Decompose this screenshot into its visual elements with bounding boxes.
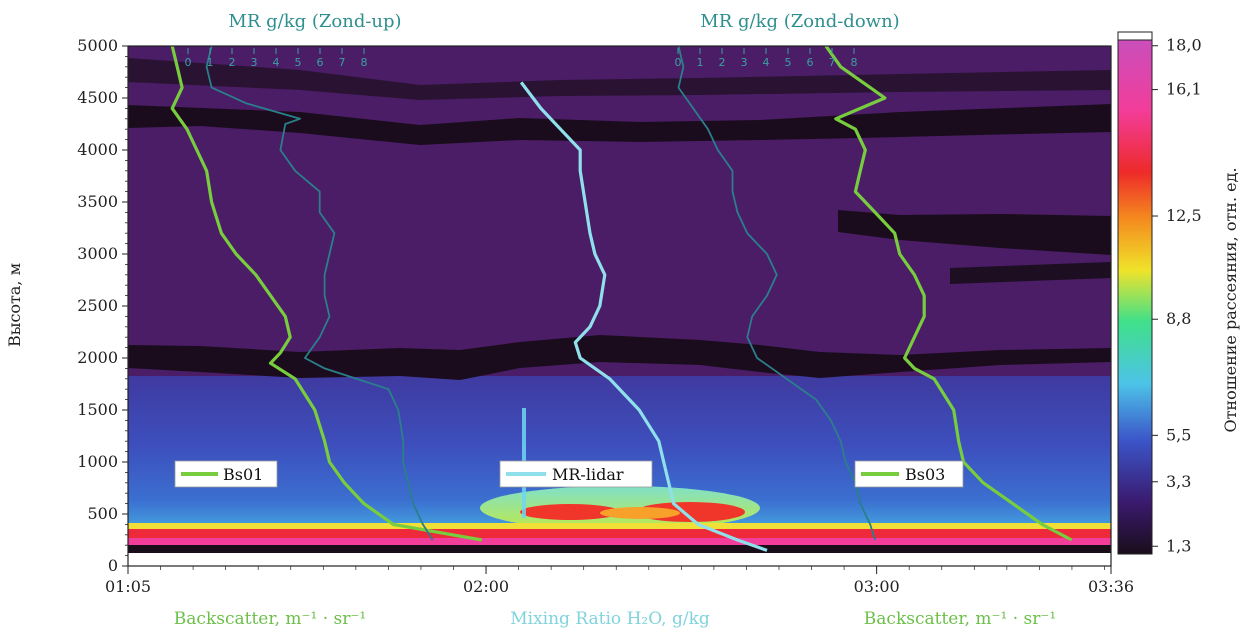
colorbar-top-cap xyxy=(1117,31,1153,41)
mr-sub-tick-label: 1 xyxy=(207,56,214,69)
ground-layer-dark xyxy=(128,545,1111,553)
bottom-label-backscatter-right: Backscatter, m⁻¹ · sr⁻¹ xyxy=(864,609,1056,629)
colorbar-tick-label: 3,3 xyxy=(1166,472,1191,491)
colorbar-tick-label: 16,1 xyxy=(1166,80,1202,99)
colorbar-title: Отношение рассеяния, отн. ед. xyxy=(1221,167,1240,432)
dark-band-3200m xyxy=(838,210,1111,255)
series-line-mr-lidar xyxy=(519,81,768,552)
series-line-zond-up xyxy=(205,46,434,541)
bottom-label-mixing-ratio: Mixing Ratio H₂O, g/kg xyxy=(510,609,710,629)
heatmap-field xyxy=(128,46,1111,553)
ground-layer-pink xyxy=(128,538,1111,545)
y-tick-label: 0 xyxy=(108,556,118,575)
bottom-label-backscatter-left: Backscatter, m⁻¹ · sr⁻¹ xyxy=(174,609,366,629)
upper-atmosphere-region xyxy=(128,46,1111,376)
y-tick-label: 2500 xyxy=(77,296,118,315)
dark-band-4600m xyxy=(128,58,1111,100)
mr-sub-tick-label: 1 xyxy=(697,56,704,69)
dark-band-4300m xyxy=(128,104,1111,145)
dark-band-2000m xyxy=(128,335,1111,380)
mr-sub-tick-label: 3 xyxy=(251,56,258,69)
colorbar-tick-label: 5,5 xyxy=(1166,425,1191,444)
mr-sub-tick-label: 5 xyxy=(295,56,302,69)
mr-sub-tick-label: 6 xyxy=(807,56,814,69)
legend-mr-lidar-label: MR-lidar xyxy=(552,465,624,484)
mr-sub-tick-label: 0 xyxy=(675,56,682,69)
series-line-zond-down xyxy=(677,46,876,541)
mr-sub-tick-label: 3 xyxy=(741,56,748,69)
colorbar-gradient xyxy=(1117,37,1153,555)
dark-band-2800m xyxy=(950,262,1111,284)
ground-layer-red xyxy=(128,529,1111,538)
ground-layer-yellow xyxy=(128,523,1111,529)
x-tick-label: 03:00 xyxy=(854,577,900,596)
y-tick-label: 4000 xyxy=(77,140,118,159)
aerosol-layer-orange xyxy=(600,507,680,519)
y-tick-label: 1000 xyxy=(77,452,118,471)
top-label-zond-down: MR g/kg (Zond-down) xyxy=(700,11,899,32)
aerosol-layer-red-a xyxy=(520,504,620,520)
mr-sub-ticks: 0 1 2 3 4 5 6 7 8 0 1 2 3 4 5 6 7 8 xyxy=(185,48,858,69)
x-tick-label: 01:05 xyxy=(105,577,151,596)
mr-sub-tick-label: 2 xyxy=(719,56,726,69)
y-tick-label: 3500 xyxy=(77,192,118,211)
colorbar: 1,3 3,3 5,5 8,8 12,5 16,1 18,0 xyxy=(1117,31,1202,555)
y-tick-label: 1500 xyxy=(77,400,118,419)
y-axis-title: Высота, м xyxy=(5,263,24,347)
series-line-bs03 xyxy=(824,46,1073,542)
legend-bs03-label: Bs03 xyxy=(905,465,945,484)
colorbar-ticks: 1,3 3,3 5,5 8,8 12,5 16,1 18,0 xyxy=(1152,36,1202,555)
colorbar-tick-label: 18,0 xyxy=(1166,36,1202,55)
profile-series xyxy=(170,46,1073,552)
x-tick-label: 02:00 xyxy=(463,577,509,596)
legend-bs03: Bs03 xyxy=(854,460,964,488)
y-tick-label: 3000 xyxy=(77,244,118,263)
legend-bs01: Bs01 xyxy=(174,460,278,488)
mr-sub-tick-label: 5 xyxy=(785,56,792,69)
y-tick-label: 4500 xyxy=(77,88,118,107)
mr-sub-tick-label: 8 xyxy=(851,56,858,69)
mr-sub-tick-label: 4 xyxy=(763,56,770,69)
colorbar-tick-label: 8,8 xyxy=(1166,309,1191,328)
y-tick-label: 5000 xyxy=(77,36,118,55)
mr-sub-tick-label: 8 xyxy=(361,56,368,69)
mr-sub-tick-label: 6 xyxy=(317,56,324,69)
legend-mr-lidar: MR-lidar xyxy=(499,460,653,488)
mr-sub-tick-label: 7 xyxy=(829,56,836,69)
mr-sub-tick-label: 4 xyxy=(273,56,280,69)
x-axis: 01:05 02:00 03:00 03:36 xyxy=(105,566,1134,596)
y-tick-label: 2000 xyxy=(77,348,118,367)
series-line-bs01 xyxy=(170,46,483,542)
mr-sub-tick-label: 7 xyxy=(339,56,346,69)
colorbar-tick-label: 12,5 xyxy=(1166,206,1202,225)
x-tick-label: 03:36 xyxy=(1088,577,1134,596)
mr-sub-tick-label: 0 xyxy=(185,56,192,69)
y-axis: 0 500 1000 1500 2000 2500 3000 3500 4000 4500 5000 xyxy=(77,36,128,575)
mr-sub-tick-label: 2 xyxy=(229,56,236,69)
colorbar-tick-label: 1,3 xyxy=(1166,536,1191,555)
top-label-zond-up: MR g/kg (Zond-up) xyxy=(228,11,401,32)
legend-bs01-label: Bs01 xyxy=(223,465,263,484)
y-tick-label: 500 xyxy=(87,504,118,523)
